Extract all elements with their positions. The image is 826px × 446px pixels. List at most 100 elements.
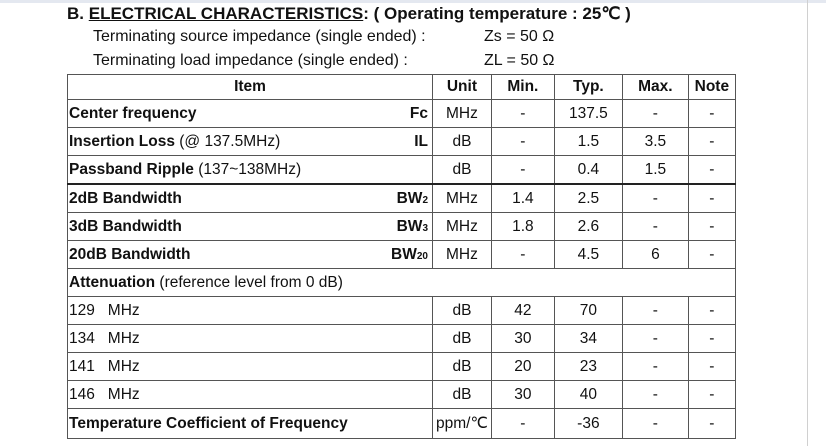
table-row: 3dB Bandwidth BW3 MHz 1.8 2.6- - [67,212,736,241]
cell-min: - [490,240,555,269]
cell-unit: dB [432,296,492,325]
cell-note: - [687,240,736,269]
cell-max: - [621,380,689,409]
cell-typ: 1.5 [553,127,623,156]
cell-item: Passband Ripple (137~138MHz) [67,155,433,185]
cell-min: 1.4 [490,183,555,213]
header-unit: Unit [432,74,492,100]
attenuation-row: 129 MHz dB 42 70- - [67,296,736,325]
symbol-subscript: 3 [422,223,428,234]
cell-note: - [687,183,736,213]
item-name: 3dB Bandwidth [69,217,182,235]
cell-unit: dB [432,324,492,353]
cell-max: 3.5 [621,127,689,156]
table-row: Center frequency Fc MHz -137.5- - [67,99,736,128]
item-name: 20dB Bandwidth [69,245,191,263]
cell-max: - [621,183,689,213]
item-symbol: IL [414,133,428,151]
attenuation-freq: 141 MHz [67,352,433,381]
cell-unit: dB [432,127,492,156]
symbol-text: IL [414,133,428,150]
source-impedance: Terminating source impedance (single end… [93,28,554,46]
cell-min: - [490,155,555,185]
source-impedance-label: Terminating source impedance (single end… [93,28,426,45]
cell-typ: -36 [553,408,623,439]
cell-min: 1.8 [490,212,555,241]
item-name: Center frequency [69,104,197,122]
item-name: Temperature Coefficient of Frequency [69,414,348,432]
cell-min: 30 [490,324,555,353]
cell-item: 2dB Bandwidth BW2 [67,183,433,213]
tcf-row: Temperature Coefficient of Frequency ppm/… [67,408,736,439]
load-impedance-label: Terminating load impedance (single ended… [93,52,408,69]
header-min: Min. [490,74,555,100]
item-condition: (@ 137.5MHz) [174,132,281,150]
cell-min: - [490,127,555,156]
table-row: Passband Ripple (137~138MHz) dB -0.4 1.5- [67,155,736,185]
cell-typ: 2.5 [553,183,623,213]
cell-item: Temperature Coefficient of Frequency [67,408,433,439]
cell-note: - [687,127,736,156]
cell-unit: ppm/℃ [432,408,492,439]
cell-item: 3dB Bandwidth BW3 [67,212,433,241]
cell-item: 20dB Bandwidth BW20 [67,240,433,269]
section-heading: ELECTRICAL CHARACTERISTICS [88,4,364,23]
cell-typ: 4.5 [553,240,623,269]
page-edge [807,0,808,446]
cell-max: - [621,212,689,241]
item-condition: (137~138MHz) [193,160,302,178]
cell-note: - [687,155,736,185]
attenuation-freq: 146 MHz [67,380,433,409]
attenuation-freq: 134 MHz [67,324,433,353]
table-row: 20dB Bandwidth BW20 MHz -4.5 6- [67,240,736,269]
cell-item: Insertion Loss (@ 137.5MHz) IL [67,127,433,156]
attenuation-heading-row: Attenuation (reference level from 0 dB) [67,268,736,297]
cell-item: Center frequency Fc [67,99,433,128]
source-impedance-value: Zs = 50 Ω [484,28,555,45]
table-row: Insertion Loss (@ 137.5MHz) IL dB -1.5 3.5- [67,127,736,156]
attenuation-row: 146 MHz dB 30 40- - [67,380,736,409]
item-name: Passband Ripple [69,160,194,178]
cell-typ: 70 [553,296,623,325]
section-title: B. ELECTRICAL CHARACTERISTICS: ( Operati… [67,4,631,24]
characteristics-table: Item Unit Min. Typ. Max. Note Center fre… [67,74,736,439]
cell-unit: dB [432,155,492,185]
attenuation-heading: Attenuation (reference level from 0 dB) [67,268,736,297]
item-symbol: BW20 [391,246,428,264]
cell-unit: MHz [432,99,492,128]
item-symbol: Fc [410,105,428,123]
load-impedance-value: ZL = 50 Ω [484,52,555,69]
symbol-subscript: 20 [416,251,428,262]
cell-note: - [687,212,736,241]
cell-typ: 0.4 [553,155,623,185]
attenuation-name: Attenuation [69,273,156,291]
cell-typ: 2.6 [553,212,623,241]
cell-unit: dB [432,352,492,381]
symbol-text: BW [396,218,423,235]
item-symbol: BW3 [397,218,428,236]
section-suffix: : ( Operating temperature : 25℃ ) [363,4,631,23]
cell-min: - [490,408,555,439]
attenuation-freq: 129 MHz [67,296,433,325]
header-max: Max. [621,74,689,100]
cell-typ: 34 [553,324,623,353]
symbol-text: Fc [409,105,428,122]
cell-unit: dB [432,380,492,409]
cell-max: 6 [621,240,689,269]
cell-min: 20 [490,352,555,381]
symbol-text: BW [396,190,423,207]
cell-unit: MHz [432,212,492,241]
header-row: Item Unit Min. Typ. Max. Note [67,74,736,100]
cell-max: - [621,296,689,325]
cell-note: - [687,380,736,409]
cell-note: - [687,324,736,353]
cell-max: 1.5 [621,155,689,185]
cell-max: - [621,99,689,128]
header-item: Item [67,74,433,100]
header-note: Note [687,74,736,100]
attenuation-row: 134 MHz dB 30 34- - [67,324,736,353]
cell-min: - [490,99,555,128]
cell-max: - [621,408,689,439]
symbol-text: BW [391,246,417,263]
cell-note: - [687,99,736,128]
